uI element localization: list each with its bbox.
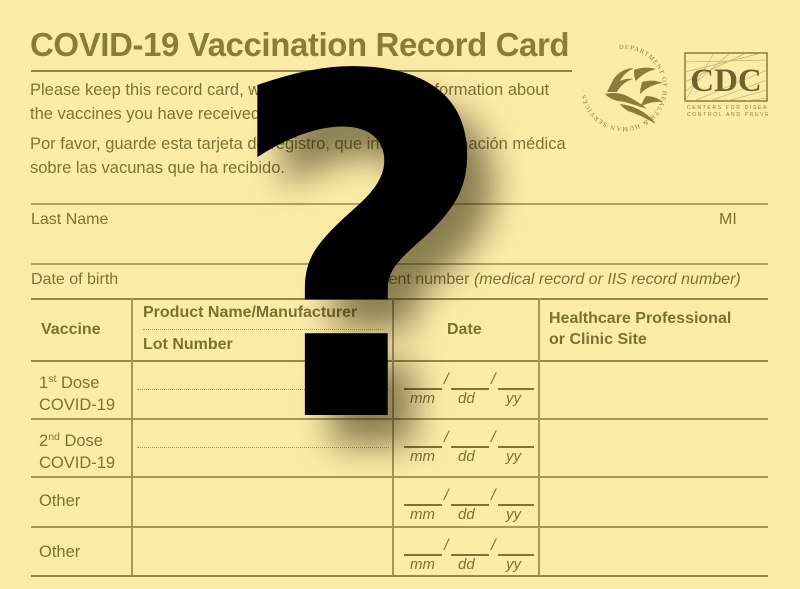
vaccination-table: Vaccine Product Name/Manufacturer Lot Nu… bbox=[31, 298, 768, 578]
row4-slash-1: / bbox=[444, 537, 449, 554]
th-clinic-line2: or Clinic Site bbox=[549, 331, 647, 348]
col-divider-date bbox=[538, 298, 540, 575]
row1-mm-line bbox=[404, 388, 442, 390]
dose1-number: 1 bbox=[39, 374, 49, 392]
dose2-dose-word: Dose bbox=[59, 432, 103, 450]
row-label-other-2: Other bbox=[39, 543, 81, 561]
row4-mm-label: mm bbox=[410, 556, 435, 573]
row3-mm-label: mm bbox=[410, 506, 435, 523]
row-label-other-1: Other bbox=[39, 492, 81, 510]
row2-slash-1: / bbox=[444, 429, 449, 446]
row3-mm-line bbox=[404, 504, 442, 506]
row4-mm-line bbox=[404, 554, 442, 556]
row2-yy-label: yy bbox=[506, 448, 521, 465]
row2-lot-dotted-separator bbox=[137, 447, 389, 448]
title-divider bbox=[31, 70, 572, 72]
row4-yy-label: yy bbox=[506, 556, 521, 573]
intro-english: Please keep this record card, which incl… bbox=[30, 81, 550, 123]
row3-border bbox=[31, 526, 768, 528]
row3-dd-label: dd bbox=[458, 506, 475, 523]
row2-dd-label: dd bbox=[458, 448, 475, 465]
col-divider-vaccine bbox=[131, 298, 133, 575]
row1-slash-1: / bbox=[444, 371, 449, 388]
hhs-seal-icon: DEPARTMENT OF HEALTH & HUMAN SERVICES · … bbox=[569, 31, 676, 132]
row4-yy-line bbox=[498, 554, 534, 556]
row3-date-cell[interactable]: / / mm dd yy bbox=[399, 484, 535, 528]
row1-lot-dotted-separator bbox=[137, 389, 389, 390]
th-clinic-line1: Healthcare Professional bbox=[549, 310, 732, 327]
row3-slash-2: / bbox=[491, 487, 496, 504]
row1-mm-label: mm bbox=[410, 390, 435, 407]
svg-text:CDC: CDC bbox=[690, 63, 762, 99]
row1-yy-label: yy bbox=[506, 390, 521, 407]
th-vaccine: Vaccine bbox=[41, 321, 101, 338]
svg-text:CONTROL AND PREVENTION: CONTROL AND PREVENTION bbox=[687, 112, 768, 118]
middle-initial-label: MI bbox=[719, 211, 737, 228]
row-label-dose2: 2nd Dose COVID-19 bbox=[39, 426, 115, 474]
row2-border bbox=[31, 476, 768, 478]
dose1-ordinal: st bbox=[48, 373, 57, 385]
th-lot-number: Lot Number bbox=[143, 336, 233, 353]
col-divider-product bbox=[392, 298, 394, 575]
table-header-border bbox=[31, 360, 768, 362]
table-top-border bbox=[31, 298, 768, 300]
dose2-vaccine-name: COVID-19 bbox=[39, 454, 116, 472]
row2-mm-label: mm bbox=[410, 448, 435, 465]
patient-number-note: (medical record or IIS record number) bbox=[473, 271, 741, 288]
row-label-dose1: 1st Dose COVID-19 bbox=[39, 368, 115, 416]
cdc-logo-icon: CDC CENTERS FOR DISEASE CONTROL AND PREV… bbox=[684, 52, 793, 118]
row1-dd-line bbox=[451, 388, 489, 390]
row4-date-cell[interactable]: / / mm dd yy bbox=[399, 534, 535, 578]
intro-spanish: Por favor, guarde esta tarjeta de regist… bbox=[30, 135, 566, 177]
th-product-name: Product Name/Manufacturer bbox=[143, 304, 358, 321]
row2-yy-line bbox=[498, 446, 534, 448]
row1-yy-line bbox=[498, 388, 534, 390]
row3-slash-1: / bbox=[444, 487, 449, 504]
intro-text-block: Please keep this record card, which incl… bbox=[30, 78, 575, 180]
row1-border bbox=[31, 418, 768, 420]
page-title: COVID-19 Vaccination Record Card bbox=[30, 26, 570, 63]
row2-dd-line bbox=[451, 446, 489, 448]
row4-slash-2: / bbox=[491, 537, 496, 554]
dose2-ordinal: nd bbox=[48, 431, 60, 443]
row2-date-cell[interactable]: / / mm dd yy bbox=[399, 426, 535, 470]
table-bottom-border bbox=[31, 575, 768, 577]
row2-mm-line bbox=[404, 446, 442, 448]
row4-dd-line bbox=[451, 554, 489, 556]
th-date: Date bbox=[447, 321, 482, 338]
row3-yy-label: yy bbox=[506, 506, 521, 523]
row3-yy-line bbox=[498, 504, 534, 506]
row3-dd-line bbox=[451, 504, 489, 506]
name-row-rule bbox=[31, 203, 768, 205]
row1-dd-label: dd bbox=[458, 390, 475, 407]
dose1-dose-word: Dose bbox=[56, 374, 100, 392]
dose2-number: 2 bbox=[39, 432, 49, 450]
row2-slash-2: / bbox=[491, 429, 496, 446]
svg-text:CENTERS FOR DISEASE: CENTERS FOR DISEASE bbox=[687, 105, 768, 111]
row4-dd-label: dd bbox=[458, 556, 475, 573]
row1-slash-2: / bbox=[491, 371, 496, 388]
row1-date-cell[interactable]: / / mm dd yy bbox=[399, 368, 535, 412]
last-name-label: Last Name bbox=[31, 211, 109, 228]
patient-number-label: Patient number (medical record or IIS re… bbox=[361, 271, 741, 289]
dob-row-rule bbox=[31, 263, 768, 265]
th-product-dotted-separator bbox=[143, 329, 383, 330]
patient-number-text: Patient number bbox=[361, 271, 470, 288]
date-of-birth-label: Date of birth bbox=[31, 271, 119, 288]
first-name-label: First Name bbox=[361, 211, 440, 228]
dose1-vaccine-name: COVID-19 bbox=[39, 396, 116, 414]
